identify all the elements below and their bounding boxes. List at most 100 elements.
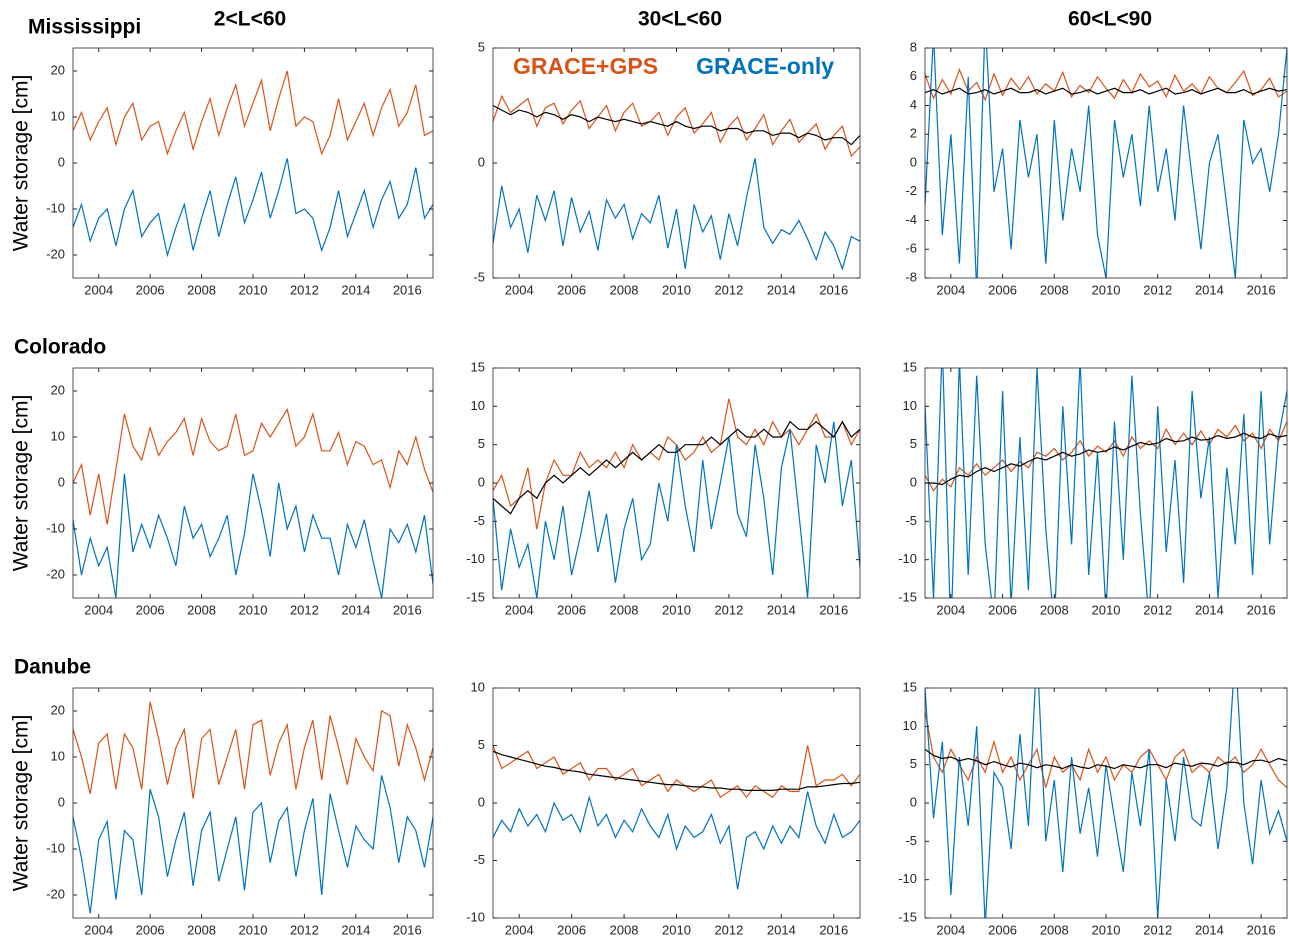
x-tick-label: 2004: [505, 282, 534, 297]
data-line: [925, 710, 1287, 789]
x-tick-label: 2012: [290, 922, 319, 937]
x-tick-label: 2006: [988, 282, 1017, 297]
x-tick-label: 2010: [662, 602, 691, 617]
x-tick-label: 2008: [187, 602, 216, 617]
data-line: [925, 87, 1287, 95]
data-line: [73, 775, 433, 914]
x-tick-label: 2014: [341, 922, 370, 937]
x-tick-label: 2014: [341, 602, 370, 617]
x-tick-label: 2008: [610, 602, 639, 617]
y-tick-label: 10: [471, 679, 485, 694]
y-tick-label: 5: [478, 436, 485, 451]
x-tick-label: 2010: [662, 922, 691, 937]
y-tick-label: 0: [58, 154, 65, 169]
y-tick-label: -10: [46, 520, 65, 535]
x-tick-label: 2004: [936, 282, 965, 297]
data-line: [925, 688, 1287, 918]
x-tick-label: 2016: [393, 922, 422, 937]
legend-entry: GRACE-only: [696, 53, 834, 79]
y-tick-label: 8: [910, 39, 917, 54]
x-tick-label: 2008: [187, 282, 216, 297]
y-tick-label: -5: [905, 833, 917, 848]
plot-area: [925, 688, 1287, 918]
panel: 2004 2006 2008 2010 2012 2014 2016 -20 -10 0 10 20 D…: [10, 656, 434, 937]
data-line: [73, 70, 433, 156]
data-line: [493, 158, 860, 271]
plot-lines: [73, 407, 433, 598]
data-line: [493, 104, 860, 146]
y-tick-label: -10: [466, 551, 485, 566]
y-tick-label: 15: [903, 359, 917, 374]
y-axis-label: Water storage [cm]: [10, 75, 33, 252]
data-line: [493, 420, 860, 515]
panel: 2004 2006 2008 2010 2012 2014 2016 -20 -10 0 10 20 2…: [10, 8, 434, 297]
x-tick-label: 2016: [1247, 922, 1276, 937]
data-line: [925, 48, 1287, 278]
x-tick-label: 2014: [1195, 922, 1224, 937]
x-tick-label: 2014: [767, 602, 796, 617]
panel: 2004 2006 2008 2010 2012 2014 2016 -15 -10 -5 0 5 10…: [898, 359, 1288, 617]
x-tick-label: 2008: [1040, 922, 1069, 937]
data-line: [73, 701, 433, 799]
y-tick-label: 0: [478, 154, 485, 169]
data-line: [73, 473, 433, 598]
panel: 2004 2006 2008 2010 2012 2014 2016 -15 -10 -5 0 5 10…: [466, 359, 861, 617]
x-tick-label: 2014: [767, 922, 796, 937]
y-tick-label: 20: [51, 382, 65, 397]
y-axis-label: Water storage [cm]: [10, 395, 33, 572]
y-tick-label: -20: [46, 246, 65, 261]
data-line: [493, 745, 860, 799]
y-tick-label: 5: [478, 39, 485, 54]
x-tick-label: 2010: [662, 282, 691, 297]
x-tick-label: 2006: [136, 602, 165, 617]
plot-area: [493, 368, 860, 598]
x-tick-label: 2010: [1092, 922, 1121, 937]
plot-lines: [73, 70, 433, 258]
plot-lines: [925, 368, 1287, 598]
plot-lines: [493, 745, 860, 890]
x-tick-label: 2010: [239, 922, 268, 937]
y-tick-label: -15: [898, 589, 917, 604]
y-tick-label: -10: [898, 871, 917, 886]
x-tick-label: 2006: [988, 602, 1017, 617]
y-tick-label: 0: [910, 154, 917, 169]
x-tick-label: 2012: [1143, 922, 1172, 937]
data-line: [925, 432, 1287, 486]
plot-area: [73, 48, 433, 278]
column-title: 60<L<90: [1068, 8, 1152, 31]
x-tick-label: 2006: [557, 922, 586, 937]
x-tick-label: 2010: [1092, 282, 1121, 297]
row-label: Danube: [14, 656, 91, 679]
y-tick-label: 2: [910, 126, 917, 141]
x-tick-label: 2016: [819, 282, 848, 297]
x-tick-label: 2016: [393, 282, 422, 297]
data-line: [925, 748, 1287, 770]
x-tick-label: 2010: [1092, 602, 1121, 617]
x-tick-label: 2004: [505, 922, 534, 937]
y-tick-label: 6: [910, 68, 917, 83]
y-tick-label: -20: [46, 886, 65, 901]
y-tick-label: 10: [51, 428, 65, 443]
x-tick-label: 2016: [393, 602, 422, 617]
x-tick-label: 2014: [767, 282, 796, 297]
x-tick-label: 2012: [714, 922, 743, 937]
panel: 2004 2006 2008 2010 2012 2014 2016 -5 0 5 30<L<60 G…: [473, 8, 861, 297]
y-tick-label: 10: [51, 748, 65, 763]
y-tick-label: -6: [905, 241, 917, 256]
x-tick-label: 2006: [136, 282, 165, 297]
x-tick-label: 2004: [84, 602, 113, 617]
y-tick-label: 10: [471, 398, 485, 413]
data-line: [493, 791, 860, 890]
y-tick-label: -10: [46, 840, 65, 855]
x-tick-label: 2006: [988, 922, 1017, 937]
y-tick-label: 15: [471, 359, 485, 374]
y-tick-label: -4: [905, 212, 917, 227]
x-tick-label: 2012: [1143, 602, 1172, 617]
data-line: [73, 407, 433, 525]
y-tick-label: 5: [910, 756, 917, 771]
plot-lines: [925, 48, 1287, 278]
plot-area: [493, 48, 860, 278]
y-tick-label: -5: [905, 513, 917, 528]
panel: 2004 2006 2008 2010 2012 2014 2016 -15 -10 -5 0 5 10…: [898, 679, 1288, 937]
x-tick-label: 2016: [1247, 602, 1276, 617]
